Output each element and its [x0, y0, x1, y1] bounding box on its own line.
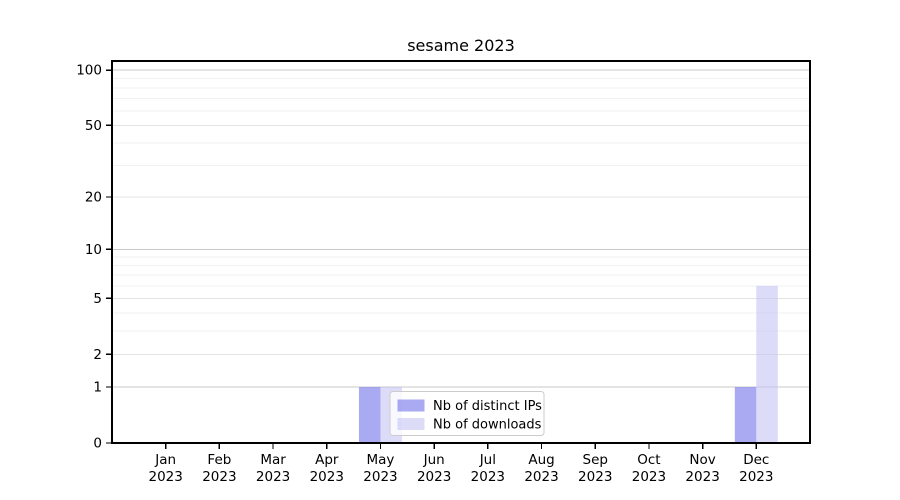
legend-label-downloads: Nb of downloads: [433, 418, 542, 433]
x-tick-label-year: 2023: [256, 469, 290, 485]
legend-box: [389, 391, 545, 436]
legend-swatch-downloads: [397, 418, 425, 430]
x-tick-label-year: 2023: [310, 469, 344, 485]
x-tick-label-month: Aug: [528, 452, 554, 468]
x-tick-label-month: Nov: [689, 452, 715, 468]
y-tick-label: 20: [85, 190, 102, 206]
plot-border: [111, 60, 811, 444]
y-tick-label: 10: [85, 242, 102, 258]
y-tick-label: 1: [93, 380, 102, 396]
x-tick-label-year: 2023: [524, 469, 558, 485]
x-tick-label-year: 2023: [202, 469, 236, 485]
y-tick-label: 0: [93, 436, 102, 452]
x-axis: Jan2023Feb2023Mar2023Apr2023May2023Jun20…: [149, 443, 773, 485]
x-tick-label-month: Oct: [637, 452, 660, 468]
x-tick-label-month: Sep: [583, 452, 608, 468]
chart-title: sesame 2023: [407, 36, 515, 55]
x-tick-label-year: 2023: [363, 469, 397, 485]
x-tick-label-year: 2023: [471, 469, 505, 485]
x-tick-label-month: Dec: [743, 452, 769, 468]
x-tick-label-month: Mar: [260, 452, 286, 468]
bar-distinct-ips-dec: [734, 387, 757, 443]
bar-downloads-dec: [756, 285, 778, 443]
x-tick-label-month: Feb: [207, 452, 231, 468]
x-tick-label-month: May: [367, 452, 395, 468]
y-tick-label: 100: [76, 63, 102, 79]
x-tick-label-month: Jun: [423, 452, 445, 468]
grid: [112, 69, 810, 388]
y-tick-label: 5: [93, 291, 102, 307]
y-tick-label: 2: [93, 347, 102, 363]
x-tick-label-year: 2023: [739, 469, 773, 485]
legend-label-distinct-ips: Nb of distinct IPs: [433, 399, 542, 414]
legend-swatch-distinct-ips: [397, 399, 425, 412]
x-tick-label-year: 2023: [632, 469, 666, 485]
x-tick-label-year: 2023: [578, 469, 612, 485]
x-tick-label-month: Jan: [154, 452, 176, 468]
x-tick-label-year: 2023: [417, 469, 451, 485]
x-tick-label-month: Apr: [315, 452, 339, 468]
y-tick-label: 50: [85, 118, 102, 134]
bar-distinct-ips-may: [358, 387, 381, 443]
legend: Nb of distinct IPs Nb of downloads: [389, 391, 545, 436]
x-tick-label-month: Jul: [479, 452, 496, 468]
x-tick-label-year: 2023: [685, 469, 719, 485]
y-axis: 0 1 2 5 10 20 50 100: [76, 63, 112, 452]
x-tick-label-year: 2023: [149, 469, 183, 485]
